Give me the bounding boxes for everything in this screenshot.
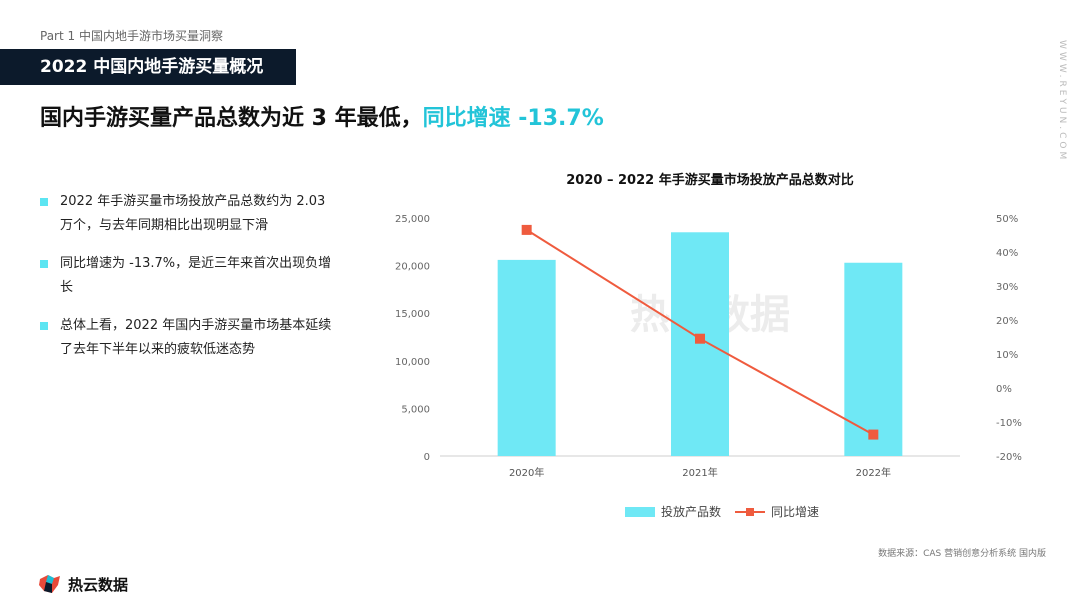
- growth-point: [521, 224, 532, 235]
- data-source: 数据来源：CAS 营销创意分析系统 国内版: [878, 549, 1046, 559]
- brand-logo: 热云数据: [38, 571, 128, 597]
- bar: [671, 232, 729, 456]
- legend-line-marker: [746, 508, 754, 516]
- bullet-square-icon: [40, 198, 48, 206]
- x-tick-label: 2021年: [682, 466, 717, 479]
- y-right-tick-label: 30%: [996, 282, 1018, 293]
- section-banner: 2022 中国内地手游买量概况: [0, 49, 296, 85]
- y-right-tick-label: 10%: [996, 350, 1018, 361]
- brand-logo-icon: [39, 575, 60, 593]
- y-left-tick-label: 10,000: [395, 357, 430, 368]
- legend-bar-swatch: [625, 507, 655, 517]
- combo-chart: 2020 – 2022 年手游买量市场投放产品总数对比热云数据05,00010,…: [395, 172, 1022, 519]
- y-right-tick-label: -20%: [996, 452, 1022, 463]
- brand-logo-text: 热云数据: [68, 575, 129, 594]
- legend-line-label: 同比增速: [771, 505, 819, 519]
- x-tick-label: 2020年: [509, 466, 544, 479]
- growth-point: [695, 333, 705, 344]
- y-left-tick-label: 5,000: [401, 404, 430, 415]
- y-right-tick-label: 40%: [996, 248, 1018, 259]
- y-right-tick-label: -10%: [996, 418, 1022, 429]
- bullet-text: 同比增速为 -13.7%，是近三年来首次出现负增长: [60, 256, 332, 295]
- headline-main: 国内手游买量产品总数为近 3 年最低，: [40, 106, 423, 131]
- y-left-tick-label: 0: [424, 452, 430, 463]
- bullet-text: 2022 年手游买量市场投放产品总数约为 2.03 万个，与去年同期相比出现明显…: [60, 194, 326, 233]
- bullet-square-icon: [40, 322, 48, 330]
- y-right-tick-label: 50%: [996, 214, 1018, 225]
- bar: [844, 262, 903, 456]
- legend-bar-label: 投放产品数: [661, 504, 721, 519]
- y-right-tick-label: 0%: [996, 384, 1012, 395]
- headline-highlight: 同比增速 -13.7%: [422, 106, 604, 131]
- bullet-item: 2022 年手游买量市场投放产品总数约为 2.03 万个，与去年同期相比出现明显…: [40, 190, 340, 238]
- x-tick-label: 2022年: [856, 466, 891, 479]
- side-url: WWW.REYUN.COM: [1057, 40, 1067, 163]
- part-label: Part 1 中国内地手游市场买量洞察: [40, 29, 223, 43]
- bar: [497, 259, 556, 456]
- bullet-item: 总体上看，2022 年国内手游买量市场基本延续了去年下半年以来的疲软低迷态势: [40, 314, 340, 362]
- y-left-tick-label: 20,000: [395, 262, 430, 273]
- y-right-tick-label: 20%: [996, 316, 1018, 327]
- bullet-text: 总体上看，2022 年国内手游买量市场基本延续了去年下半年以来的疲软低迷态势: [60, 318, 332, 357]
- bullet-list: 2022 年手游买量市场投放产品总数约为 2.03 万个，与去年同期相比出现明显…: [40, 190, 340, 376]
- chart-title: 2020 – 2022 年手游买量市场投放产品总数对比: [566, 172, 853, 188]
- bullet-item: 同比增速为 -13.7%，是近三年来首次出现负增长: [40, 252, 340, 300]
- bullet-square-icon: [40, 260, 48, 268]
- y-left-tick-label: 15,000: [395, 309, 430, 320]
- page-headline: 国内手游买量产品总数为近 3 年最低，同比增速 -13.7%: [40, 100, 604, 132]
- growth-point: [868, 429, 879, 440]
- y-left-tick-label: 25,000: [395, 214, 430, 225]
